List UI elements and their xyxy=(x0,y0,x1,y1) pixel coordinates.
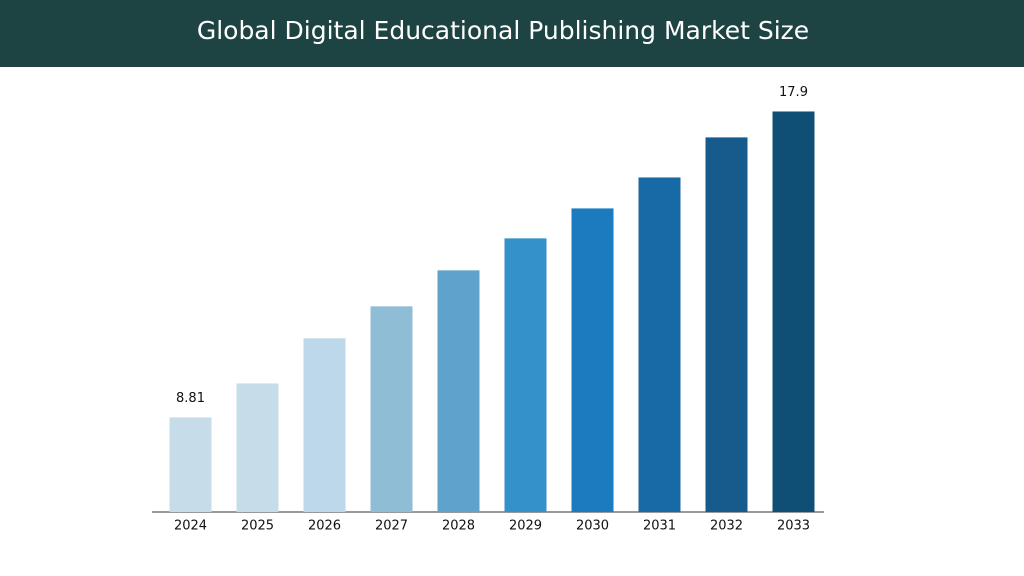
bar xyxy=(638,177,681,512)
x-tick-label: 2025 xyxy=(241,519,274,534)
x-tick-label: 2027 xyxy=(375,519,408,534)
x-tick-label: 2026 xyxy=(308,519,341,534)
value-label: 17.9 xyxy=(779,85,808,100)
x-tick-label: 2030 xyxy=(576,519,609,534)
x-tick-label: 2024 xyxy=(174,519,207,534)
chart-title: Global Digital Educational Publishing Ma… xyxy=(197,16,809,45)
value-label: 8.81 xyxy=(176,391,205,406)
bar xyxy=(437,270,480,512)
bar xyxy=(169,417,212,512)
x-tick-label: 2028 xyxy=(442,519,475,534)
bar xyxy=(571,208,614,512)
bar xyxy=(303,338,346,512)
x-tick-label: 2033 xyxy=(777,519,810,534)
bar xyxy=(504,238,547,512)
x-tick-label: 2031 xyxy=(643,519,676,534)
bar xyxy=(705,137,748,512)
bar xyxy=(772,111,815,512)
bar xyxy=(370,306,413,512)
header-bar xyxy=(0,0,1024,67)
bar xyxy=(236,383,279,512)
x-tick-label: 2029 xyxy=(509,519,542,534)
x-tick-label: 2032 xyxy=(710,519,743,534)
